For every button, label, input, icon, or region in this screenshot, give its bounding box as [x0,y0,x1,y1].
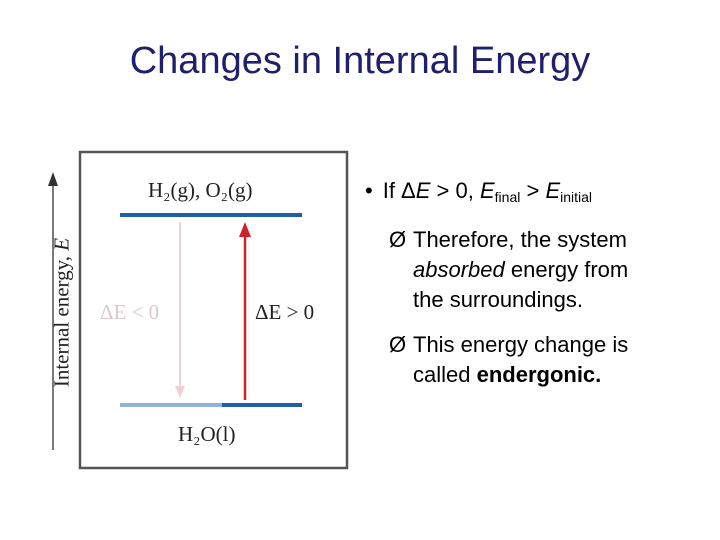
diagram-frame [78,150,349,470]
arrow-bullet-icon: Ø [389,227,407,252]
delta-e-positive-label: ΔE > 0 [255,300,315,324]
up-arrow-head [239,222,251,237]
sub1-line2: absorbed energy from [413,257,629,282]
bullet-dot-icon: • [365,178,373,203]
down-arrow-head [175,386,185,398]
arrow-bullet-icon: Ø [389,332,407,357]
bullet-main: • If ΔE > 0, Efinal > Einitial [365,178,593,205]
sub-bullet-absorbed: Ø Therefore, the system absorbed energy … [389,225,713,315]
sub2-line2: called endergonic. [413,362,602,387]
sub2-line1: This energy change is [413,332,629,357]
delta-e-negative-label: ΔE < 0 [100,300,160,324]
sub1-line3: the surroundings. [413,287,583,312]
slide-title: Changes in Internal Energy [129,40,591,82]
top-level-label: H₂(g), O₂(g) [148,178,253,202]
sub-bullet-endergonic: Ø This energy change is called endergoni… [389,330,713,390]
axis-label: Internal energy, E [49,237,74,388]
axis-arrowhead [48,172,58,186]
sub1-line1: Therefore, the system [413,227,627,252]
energy-diagram: Internal energy, E H₂(g), O₂(g) H₂O(l) Δ… [40,150,360,480]
diagram-graphics [48,150,349,470]
bottom-level-label: H₂O(l) [178,422,236,446]
